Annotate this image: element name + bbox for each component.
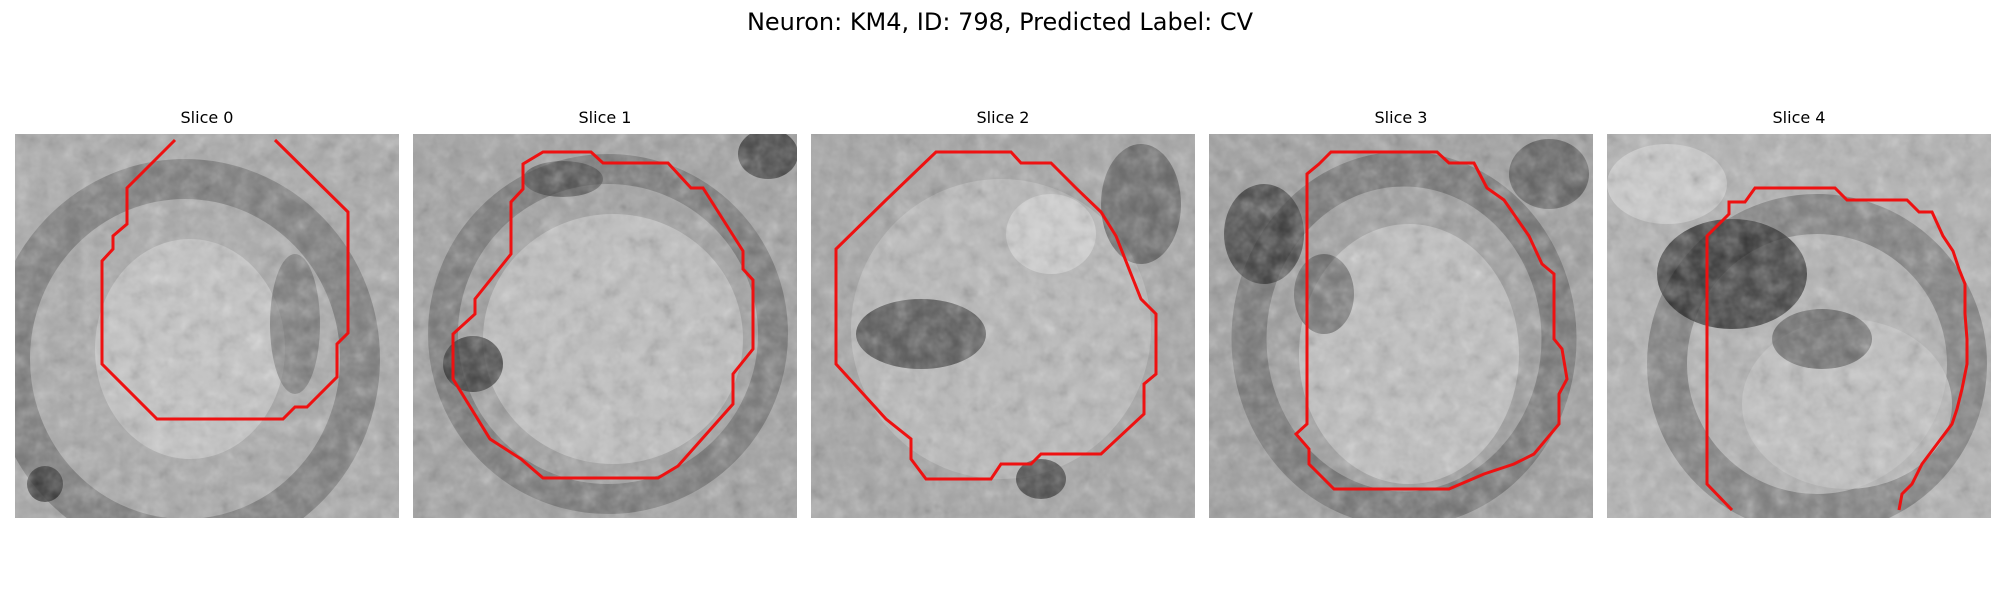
slice-title-0: Slice 0 — [180, 108, 234, 127]
slice-image-2 — [811, 134, 1195, 518]
slice-image-4 — [1607, 134, 1991, 518]
slice-title-2: Slice 2 — [976, 108, 1030, 127]
contour-2 — [834, 150, 1158, 481]
slice-image-1 — [413, 134, 797, 518]
slice-title-3: Slice 3 — [1374, 108, 1428, 127]
contour-3 — [1293, 150, 1569, 491]
contour-4 — [1705, 186, 1969, 512]
slice-image-0 — [15, 134, 399, 518]
figure-title: Neuron: KM4, ID: 798, Predicted Label: C… — [746, 8, 1254, 36]
slice-title-1: Slice 1 — [578, 108, 632, 127]
slice-image-3 — [1209, 134, 1593, 518]
slice-title-4: Slice 4 — [1772, 108, 1826, 127]
contour-0 — [100, 138, 350, 421]
contour-1 — [451, 150, 755, 480]
